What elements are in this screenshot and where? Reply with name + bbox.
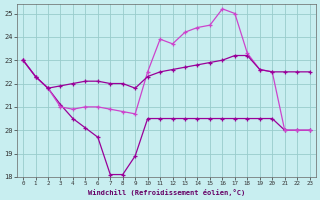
X-axis label: Windchill (Refroidissement éolien,°C): Windchill (Refroidissement éolien,°C) bbox=[88, 189, 245, 196]
